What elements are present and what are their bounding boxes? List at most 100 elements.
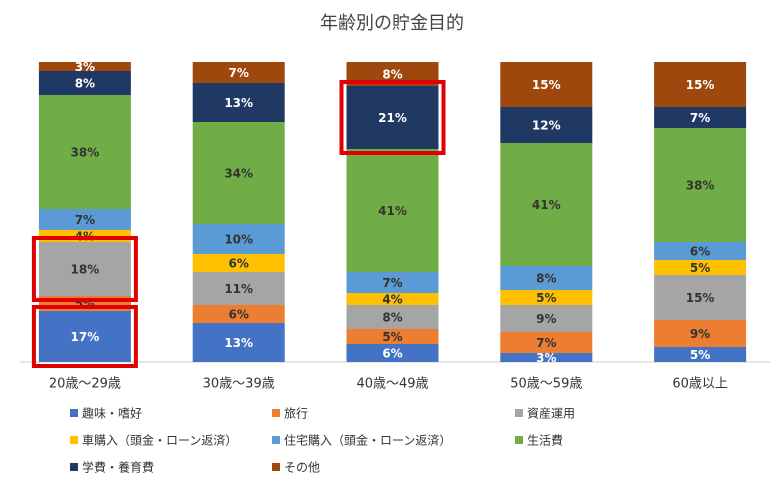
bar-segment [38,71,131,95]
data-label: 7% [382,276,402,290]
bar-segment [38,62,131,71]
x-tick-label: 30歳〜39歳 [203,377,275,392]
bar-segment [192,83,285,122]
data-label: 6% [690,245,710,259]
bar-segment [192,122,285,224]
data-label: 11% [224,282,253,296]
data-label: 4% [382,293,402,307]
data-label: 9% [536,312,556,326]
data-label: 10% [224,233,253,247]
legend-swatch [515,436,523,444]
data-label: 41% [532,198,561,212]
data-label: 21% [378,111,407,125]
data-label: 8% [75,77,95,91]
data-label: 15% [686,291,715,305]
legend-label: 生活費 [527,433,563,448]
bar-segment [654,320,747,347]
bar-segment [346,293,439,305]
legend-label: 趣味・嗜好 [82,406,142,421]
legend-swatch [70,409,78,417]
data-label: 7% [229,66,249,80]
data-label: 5% [536,291,556,305]
bar-segment [654,242,747,260]
bar-segment [500,107,593,143]
bar-segment [192,323,285,362]
bar-segment [500,353,593,362]
legend-label: 学費・養育費 [82,460,154,475]
bar-segment [346,305,439,329]
legend-swatch [515,409,523,417]
bar-segment [38,242,131,296]
bar-segment [38,95,131,209]
data-label: 38% [71,146,100,160]
highlight-box [31,305,138,368]
data-label: 3% [75,60,95,74]
bar-segment [192,62,285,83]
legend-label: 住宅購入（頭金・ローン返済） [284,433,451,448]
data-label: 6% [382,347,402,361]
legend-swatch [272,463,280,471]
bar-segment [346,344,439,362]
bar-segment [192,272,285,305]
data-label: 41% [378,204,407,218]
bar-segment [654,347,747,362]
bar-segment [192,224,285,254]
bar-segment [500,332,593,353]
legend-swatch [70,436,78,444]
bar-segment [500,62,593,107]
highlight-box [31,236,138,302]
bar-segment [654,128,747,242]
bar-segment [192,305,285,323]
highlight-box [339,80,446,155]
x-tick-label: 20歳〜29歳 [49,377,121,392]
legend-label: その他 [284,461,320,475]
data-label: 17% [71,330,100,344]
data-label: 12% [532,119,561,133]
bar-segment [654,260,747,275]
bar-segment [654,275,747,320]
x-tick-label: 50歳〜59歳 [510,377,582,392]
x-tick-label: 60歳以上 [672,377,728,392]
data-label: 15% [532,78,561,92]
bar-segment [500,305,593,332]
bar-segment [38,311,131,362]
bar-segment [346,329,439,344]
bar-segment [654,107,747,128]
data-label: 13% [224,96,253,110]
legend-swatch [70,463,78,471]
bar-segment [346,149,439,272]
legend-swatch [272,409,280,417]
chart-title: 年齢別の貯金目的 [320,13,464,34]
data-label: 5% [382,330,402,344]
legend-swatch [272,436,280,444]
data-label: 5% [690,348,710,362]
data-label: 6% [229,308,249,322]
bar-segment [192,254,285,272]
data-label: 13% [224,336,253,350]
bar-segment [500,266,593,290]
legend-label: 車購入（頭金・ローン返済） [82,433,237,448]
data-label: 7% [536,336,556,350]
bar-segment [38,209,131,230]
data-label: 8% [536,272,556,286]
data-label: 9% [690,327,710,341]
bar-segment [500,143,593,266]
data-label: 38% [686,179,715,193]
x-tick-label: 40歳〜49歳 [356,377,428,392]
bar-segment [346,272,439,293]
data-label: 3% [536,351,556,365]
data-label: 5% [690,261,710,275]
data-label: 6% [229,257,249,271]
data-label: 7% [75,213,95,227]
data-label: 15% [686,78,715,92]
legend-label: 資産運用 [527,406,575,421]
legend-label: 旅行 [284,407,308,421]
data-label: 8% [382,311,402,325]
data-label: 7% [690,111,710,125]
data-label: 18% [71,263,100,277]
bar-segment [654,62,747,107]
bar-segment [346,86,439,149]
data-label: 34% [224,167,253,181]
bar-segment [500,290,593,305]
